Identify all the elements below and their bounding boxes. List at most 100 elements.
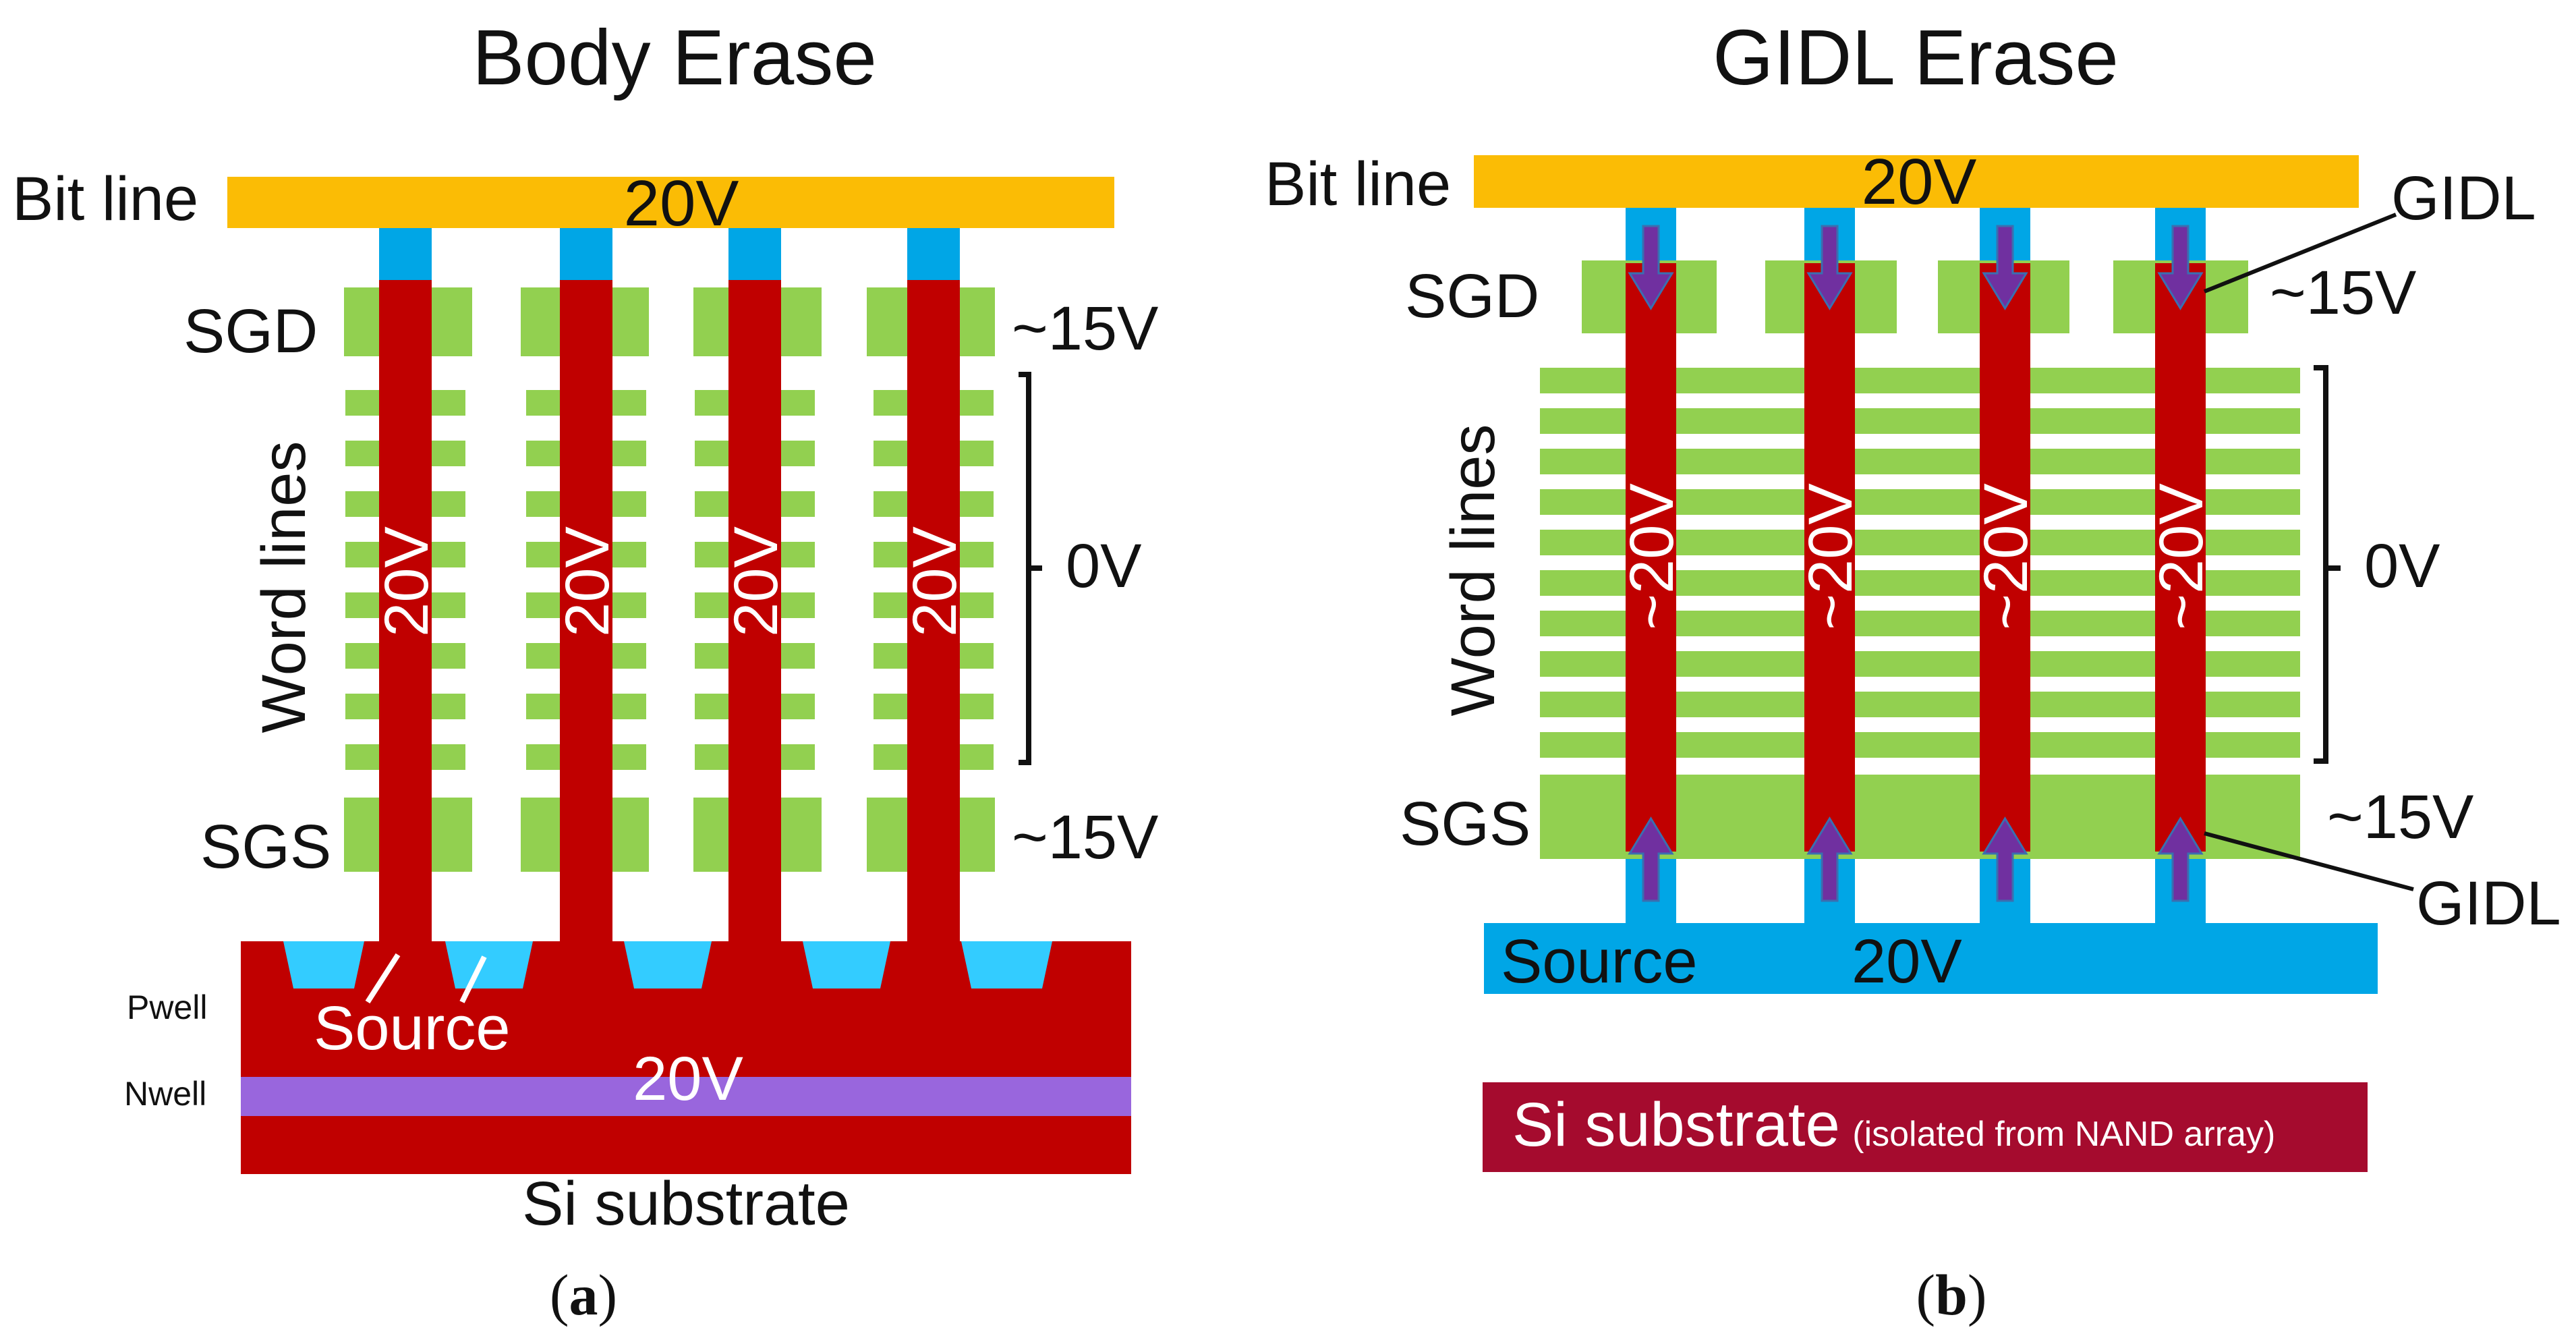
channels-b <box>1626 263 2206 852</box>
bit-line-b <box>1474 155 2359 208</box>
channel-segment <box>907 592 960 618</box>
channel-segment <box>728 542 781 567</box>
substrate-label-b: Si substrate <box>1512 1090 1840 1159</box>
word-lines-bracket-a <box>1019 372 1042 765</box>
gidl-bottom-label: GIDL <box>2416 869 2561 938</box>
substrate-label-a: Si substrate <box>522 1169 850 1238</box>
channel-segment <box>560 441 612 466</box>
bitline-plug <box>907 228 960 280</box>
sgs-label-b: SGS <box>1400 789 1530 858</box>
channel-pillar <box>2155 263 2206 852</box>
caption-b-letter: b <box>1935 1262 1968 1327</box>
bit-line-a <box>227 177 1114 228</box>
channel-segment <box>728 390 781 416</box>
channel-segment <box>907 491 960 517</box>
nwell-label: Nwell <box>124 1075 206 1113</box>
channel-segment <box>560 643 612 669</box>
source-label-a: Source <box>314 994 511 1063</box>
source-pockets <box>283 941 1052 989</box>
channel-segment <box>560 694 612 719</box>
gidl-down-arrow <box>1806 225 1853 310</box>
channel-voltage-b: ~20V <box>1618 483 1686 630</box>
substrate-note-b: (isolated from NAND array) <box>1852 1115 2275 1154</box>
si-substrate-b <box>1483 1082 2368 1172</box>
sgs-voltage-b: ~15V <box>2327 783 2473 852</box>
plugs-a <box>379 228 960 280</box>
sgs-label-a: SGS <box>200 812 331 881</box>
channel-segment <box>907 390 960 416</box>
source-callout-line <box>459 955 487 1003</box>
well-voltage-a: 20V <box>633 1045 743 1113</box>
gidl-up-arrow <box>1628 816 1674 902</box>
word-lines-bracket-b <box>2314 365 2341 764</box>
channel-pillar <box>1804 263 1855 852</box>
substrate-text-b: Si substrate (isolated from NAND array) <box>1512 1090 2275 1159</box>
gidl-up-arrow <box>2157 816 2204 902</box>
channel-pillar <box>1626 263 1676 852</box>
panel-b-title: GIDL Erase <box>1713 13 2119 101</box>
channel-segment <box>907 441 960 466</box>
sgs-gates-a <box>344 798 995 872</box>
channel-segment <box>728 694 781 719</box>
channel-voltage-a: 20V <box>553 526 622 637</box>
bit-line-label-b: Bit line <box>1265 150 1451 219</box>
channel-segment <box>728 441 781 466</box>
sgd-voltage-a: ~15V <box>1012 294 1158 363</box>
channel-voltage-a: 20V <box>372 526 441 637</box>
channel-segment <box>560 390 612 416</box>
source-pocket <box>803 941 890 989</box>
gidl-top-label: GIDL <box>2391 164 2536 233</box>
gidl-arrows-down <box>1628 225 2204 310</box>
word-lines-voltage-b: 0V <box>2364 532 2440 601</box>
sgd-gates-a <box>344 287 995 356</box>
gidl-down-arrow <box>2157 225 2204 310</box>
pwell-label: Pwell <box>127 989 207 1026</box>
sgd-label-b: SGD <box>1405 262 1539 331</box>
bit-line-label-a: Bit line <box>12 165 198 233</box>
nwell-band <box>241 1077 1131 1116</box>
channel-segment <box>379 441 432 466</box>
bitline-plug <box>560 228 612 280</box>
channel-segment <box>728 592 781 618</box>
gidl-up-arrow <box>1982 816 2028 902</box>
source-callout-line <box>365 953 401 1004</box>
sgs-voltage-a: ~15V <box>1012 803 1158 872</box>
channel-segment <box>907 694 960 719</box>
source-pocket <box>283 941 364 989</box>
gidl-up-arrow <box>1806 816 1853 902</box>
channel-segment <box>379 744 432 770</box>
channel-voltage-b: ~20V <box>1796 483 1865 630</box>
caption-a-letter: a <box>569 1262 598 1327</box>
gidl-top-callout <box>2203 213 2397 294</box>
word-lines-label-a: Word lines <box>250 441 318 733</box>
channel-overlay <box>560 798 612 872</box>
channel-pillar <box>1980 263 2030 852</box>
channel-segment <box>907 744 960 770</box>
channel-overlay <box>907 287 960 356</box>
word-line-stubs-a <box>345 390 994 770</box>
channel-overlay <box>379 287 432 356</box>
channel-voltage-a: 20V <box>900 526 969 637</box>
channel-segment <box>379 390 432 416</box>
sgd-voltage-b: ~15V <box>2270 258 2416 327</box>
panel-a: Body Erase 20V Bit line <box>12 13 1158 1327</box>
source-pocket <box>624 941 712 989</box>
caption-a: (a) <box>550 1262 617 1327</box>
sgd-label-a: SGD <box>183 297 318 366</box>
bit-line-voltage-b: 20V <box>1862 146 1977 218</box>
gidl-down-arrow <box>1628 225 1674 310</box>
channel-segment <box>379 542 432 567</box>
word-lines-voltage-a: 0V <box>1066 532 1142 601</box>
channel-overlay <box>907 798 960 872</box>
channel-segment <box>379 643 432 669</box>
caption-b: (b) <box>1916 1262 1986 1327</box>
channel-segment <box>728 491 781 517</box>
channel-segment <box>379 491 432 517</box>
source-voltage-b: 20V <box>1852 927 1962 996</box>
bit-line-voltage-a: 20V <box>624 167 739 240</box>
source-pocket <box>445 941 533 989</box>
source-label-b: Source <box>1501 927 1698 996</box>
word-lines-label-b: Word lines <box>1439 424 1508 717</box>
source-pocket <box>961 941 1052 989</box>
